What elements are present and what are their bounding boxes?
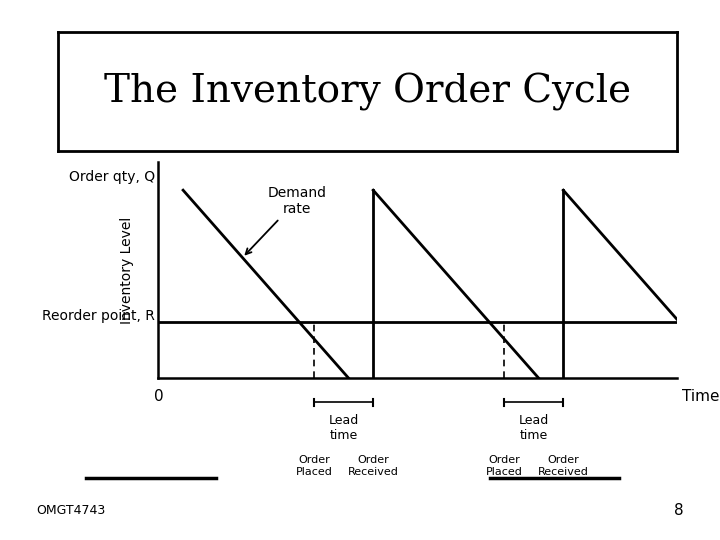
Text: 8: 8 bbox=[675, 503, 684, 518]
Text: Order
Received: Order Received bbox=[348, 455, 399, 477]
Text: Order
Received: Order Received bbox=[538, 455, 589, 477]
Text: Time: Time bbox=[682, 389, 719, 404]
Text: OMGT4743: OMGT4743 bbox=[36, 504, 105, 517]
Text: Inventory Level: Inventory Level bbox=[120, 217, 135, 323]
Text: Lead
time: Lead time bbox=[328, 414, 359, 442]
Text: 0: 0 bbox=[153, 389, 163, 404]
Text: Order qty, Q: Order qty, Q bbox=[68, 170, 155, 184]
Text: The Inventory Order Cycle: The Inventory Order Cycle bbox=[104, 73, 631, 111]
Text: Reorder point, R: Reorder point, R bbox=[42, 309, 155, 323]
Text: Order
Placed: Order Placed bbox=[485, 455, 523, 477]
Text: Order
Placed: Order Placed bbox=[295, 455, 333, 477]
Text: Lead
time: Lead time bbox=[518, 414, 549, 442]
Text: Demand
rate: Demand rate bbox=[246, 186, 326, 254]
